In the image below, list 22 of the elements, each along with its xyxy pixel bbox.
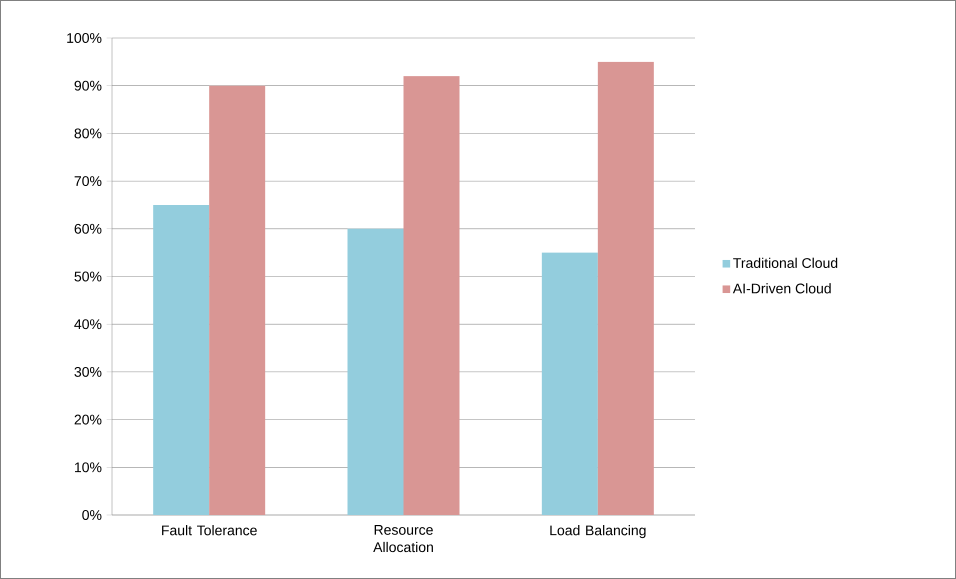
legend-label: Traditional Cloud [733,258,838,268]
y-tick-label: 90% [74,80,102,91]
y-tick-label: 100% [67,33,102,43]
y-tick-label: 30% [74,366,102,377]
bar [209,86,266,515]
bar [153,204,210,515]
bar [404,76,460,515]
y-tick-label: 60% [74,224,102,234]
bar [348,228,404,515]
bar [598,62,654,515]
x-tick-label: Resource Allocation [373,525,433,552]
y-tick-label: 40% [74,319,102,330]
y-tick-label: 20% [74,414,102,425]
y-tick-label: 10% [75,462,102,472]
y-tick-label: 80% [74,128,102,138]
x-tick-label: Load Balancing [550,525,646,538]
bar [542,252,598,515]
legend-label: AI-Driven Cloud [732,283,831,294]
y-tick-label: 0% [82,510,102,520]
y-tick-label: 70% [74,176,102,186]
y-tick-label: 50% [74,272,102,282]
x-tick-label: Fault Tolerance [162,525,257,536]
